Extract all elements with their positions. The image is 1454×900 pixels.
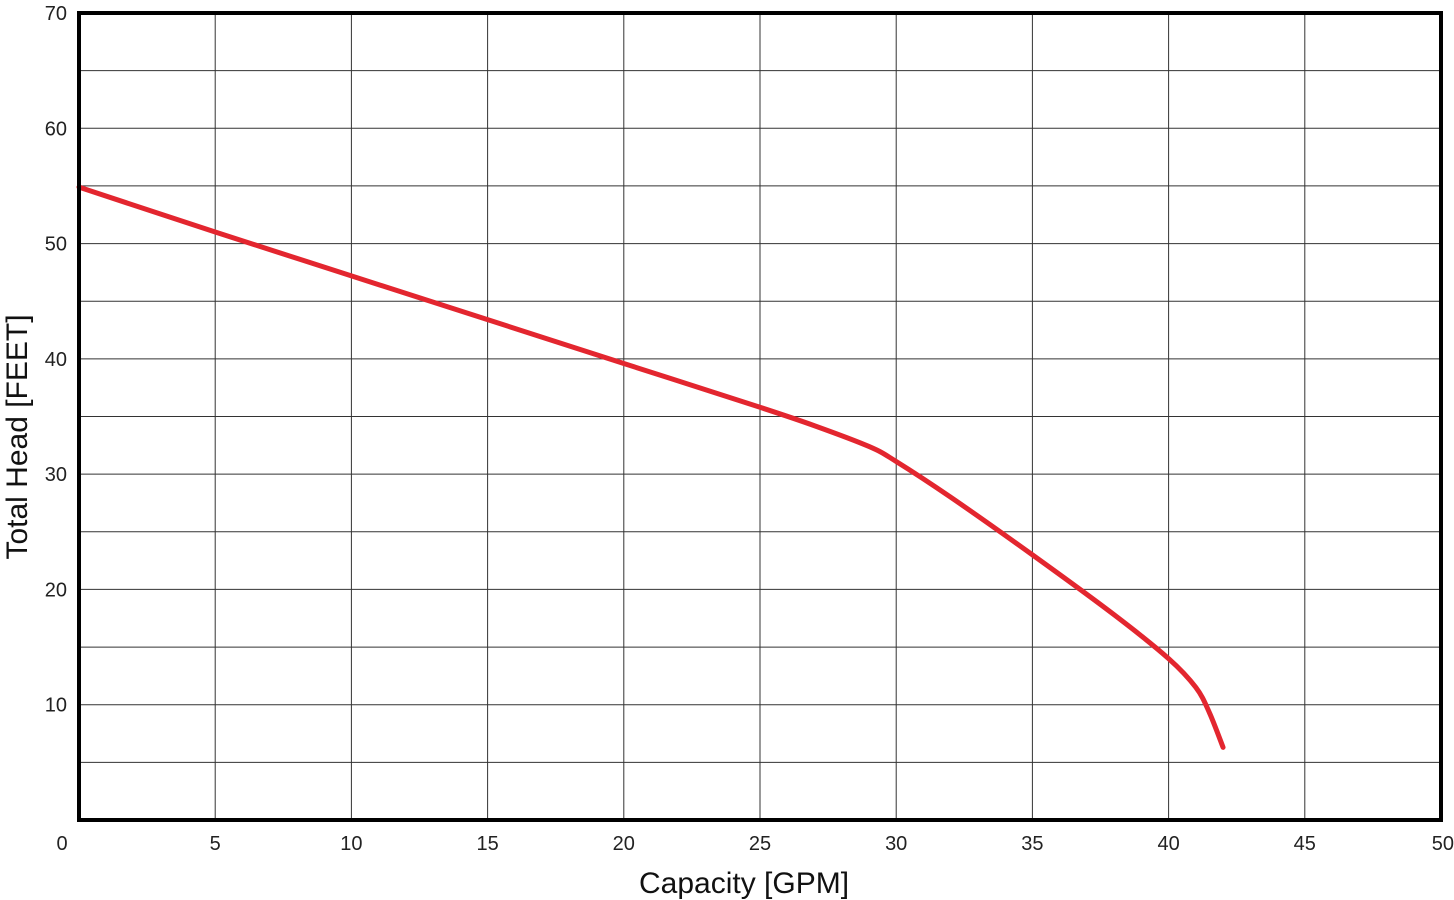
y-axis-title: Total Head [FEET] <box>1 314 34 559</box>
x-tick-label: 15 <box>476 833 498 855</box>
x-tick-label: 0 <box>56 833 67 855</box>
y-tick-label: 40 <box>45 349 67 371</box>
y-tick-label: 60 <box>45 118 67 140</box>
y-tick-label: 20 <box>45 579 67 601</box>
x-tick-label: 20 <box>613 833 635 855</box>
x-tick-label: 10 <box>340 833 362 855</box>
x-axis-title: Capacity [GPM] <box>639 867 849 900</box>
x-tick-label: 50 <box>1432 833 1454 855</box>
plot-frame <box>77 11 1443 822</box>
x-tick-label: 30 <box>885 833 907 855</box>
y-tick-labels: 10 20 30 40 50 60 70 <box>45 3 67 717</box>
y-tick-label: 30 <box>45 464 67 486</box>
x-tick-label: 25 <box>749 833 771 855</box>
series-lines <box>76 184 1226 750</box>
x-tick-label: 5 <box>210 833 221 855</box>
y-tick-label: 50 <box>45 234 67 256</box>
pump-curve-line <box>76 184 1226 750</box>
y-tick-label: 10 <box>45 695 67 717</box>
y-tick-label: 70 <box>45 3 67 25</box>
x-tick-labels: 0 5 10 15 20 25 30 35 40 45 50 <box>56 833 1454 855</box>
x-tick-label: 35 <box>1021 833 1043 855</box>
x-tick-label: 40 <box>1157 833 1179 855</box>
grid-lines <box>79 13 1441 820</box>
x-tick-label: 45 <box>1294 833 1316 855</box>
